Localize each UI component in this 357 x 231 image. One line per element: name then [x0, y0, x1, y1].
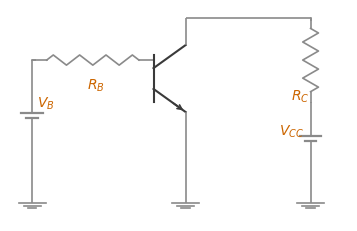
Text: $R_B$: $R_B$: [87, 77, 105, 94]
Text: $R_C$: $R_C$: [291, 89, 310, 105]
Text: $V_{CC}$: $V_{CC}$: [279, 123, 304, 140]
Text: $V_B$: $V_B$: [37, 96, 55, 112]
